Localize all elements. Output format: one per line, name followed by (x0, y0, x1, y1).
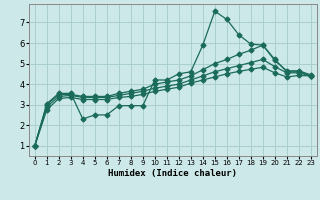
X-axis label: Humidex (Indice chaleur): Humidex (Indice chaleur) (108, 169, 237, 178)
